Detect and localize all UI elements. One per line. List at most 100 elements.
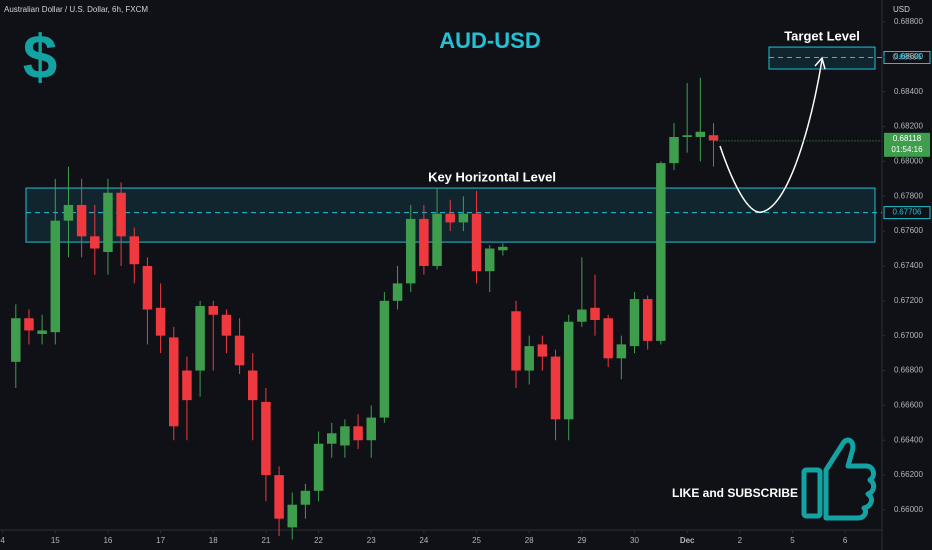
y-tick-label: 0.67800 — [894, 191, 923, 200]
candle-body — [498, 246, 508, 251]
candle-body — [471, 213, 482, 272]
candle-body — [550, 356, 561, 420]
candle-body — [511, 311, 521, 371]
candle-body — [195, 306, 205, 371]
candle-body — [392, 283, 403, 301]
x-tick-label: 22 — [314, 536, 323, 545]
candle-body — [169, 337, 179, 427]
candle-body — [103, 192, 113, 253]
y-tick-label: 0.68400 — [894, 87, 923, 96]
x-tick-label: Dec — [680, 536, 695, 545]
x-tick-label: 30 — [630, 536, 639, 545]
cta-text: LIKE and SUBSCRIBE — [672, 486, 798, 500]
x-tick-label: 17 — [156, 536, 165, 545]
y-tick-label: 0.68800 — [894, 17, 923, 26]
zone-label: Target Level — [784, 28, 860, 43]
candle-body — [603, 318, 613, 359]
chart-header: Australian Dollar / U.S. Dollar, 6h, FXC… — [4, 5, 148, 14]
dollar-symbol: $ — [23, 23, 57, 92]
candle-body — [445, 213, 455, 223]
candle-body — [234, 335, 245, 366]
price-labels: 0.67706 0.68596 0.68118 01:54:16 — [713, 51, 931, 220]
candle-body — [116, 192, 126, 237]
x-tick-label: 24 — [419, 536, 428, 545]
candle-body — [287, 504, 297, 528]
y-tick-label: 0.66400 — [894, 435, 923, 444]
candle-body — [261, 401, 271, 476]
candle-body — [656, 163, 666, 341]
y-tick-label: 0.66800 — [894, 366, 923, 375]
y-tick-label: 0.68600 — [894, 52, 923, 61]
candle-body — [642, 299, 653, 341]
candle-body — [432, 213, 442, 266]
projection-arrow — [719, 59, 823, 213]
candle-body — [616, 344, 627, 359]
candle-body — [537, 344, 548, 357]
y-tick-label: 0.68000 — [894, 156, 923, 165]
candle-body — [629, 299, 640, 347]
candle-body — [313, 443, 324, 491]
candle-body — [155, 307, 166, 336]
candle-body — [129, 236, 140, 265]
y-tick-label: 0.66000 — [894, 505, 923, 514]
x-tick-label: 23 — [367, 536, 376, 545]
x-tick-label: 28 — [525, 536, 534, 545]
candle-body — [590, 307, 600, 320]
candle-body — [366, 417, 376, 441]
level-tag-text: 0.67706 — [893, 208, 922, 217]
candle-body — [419, 218, 429, 266]
candle-body — [340, 426, 350, 446]
x-tick-label: 6 — [843, 536, 848, 545]
candle-body — [274, 475, 284, 519]
candle-body — [524, 346, 534, 371]
candle-body — [405, 218, 416, 284]
candle-body — [484, 248, 495, 272]
candle-body — [708, 135, 719, 141]
candle-body — [326, 433, 337, 444]
candle-body — [669, 136, 679, 164]
arrow-head — [814, 56, 826, 70]
candle-body — [90, 236, 100, 249]
y-tick-label: 0.67400 — [894, 261, 923, 270]
candle-body — [458, 213, 469, 223]
zones: Key Horizontal Level Target Level — [25, 28, 882, 243]
countdown-text: 01:54:16 — [891, 145, 923, 154]
candle-body — [300, 490, 311, 505]
x-tick-label: 25 — [472, 536, 481, 545]
x-tick-label: 18 — [209, 536, 218, 545]
x-tick-label: 2 — [738, 536, 743, 545]
candle-body — [353, 426, 363, 441]
x-tick-label: 29 — [577, 536, 586, 545]
x-tick-label: 15 — [51, 536, 60, 545]
zone-label: Key Horizontal Level — [428, 169, 556, 184]
candle-body — [577, 309, 587, 322]
current-price-tag — [884, 132, 930, 157]
candle-body — [248, 370, 258, 401]
y-tick-label: 0.67200 — [894, 296, 923, 305]
candle-body — [182, 370, 192, 401]
level-tag — [883, 206, 931, 220]
candle-body — [142, 265, 153, 310]
y-tick-label: 0.67000 — [894, 331, 923, 340]
axis-unit: USD — [893, 5, 910, 14]
candle-body — [63, 204, 74, 221]
candle-body — [682, 135, 692, 137]
level-tag-text: 0.68596 — [893, 53, 922, 62]
y-tick-label: 0.68200 — [894, 122, 923, 131]
y-tick-label: 0.66200 — [894, 470, 923, 479]
chart-title: AUD-USD — [439, 28, 540, 53]
candle-body — [37, 330, 47, 334]
candle-body — [379, 300, 390, 418]
level-tag — [883, 51, 931, 65]
candle-body — [11, 318, 21, 362]
x-tick-label: 4 — [0, 536, 5, 545]
y-tick-label: 0.66600 — [894, 400, 923, 409]
candle-body — [208, 306, 218, 315]
thumbs-up-icon — [801, 437, 877, 521]
candle-body — [221, 314, 232, 336]
candle-body — [563, 321, 574, 420]
x-tick-label: 21 — [261, 536, 270, 545]
candle-body — [24, 318, 34, 331]
